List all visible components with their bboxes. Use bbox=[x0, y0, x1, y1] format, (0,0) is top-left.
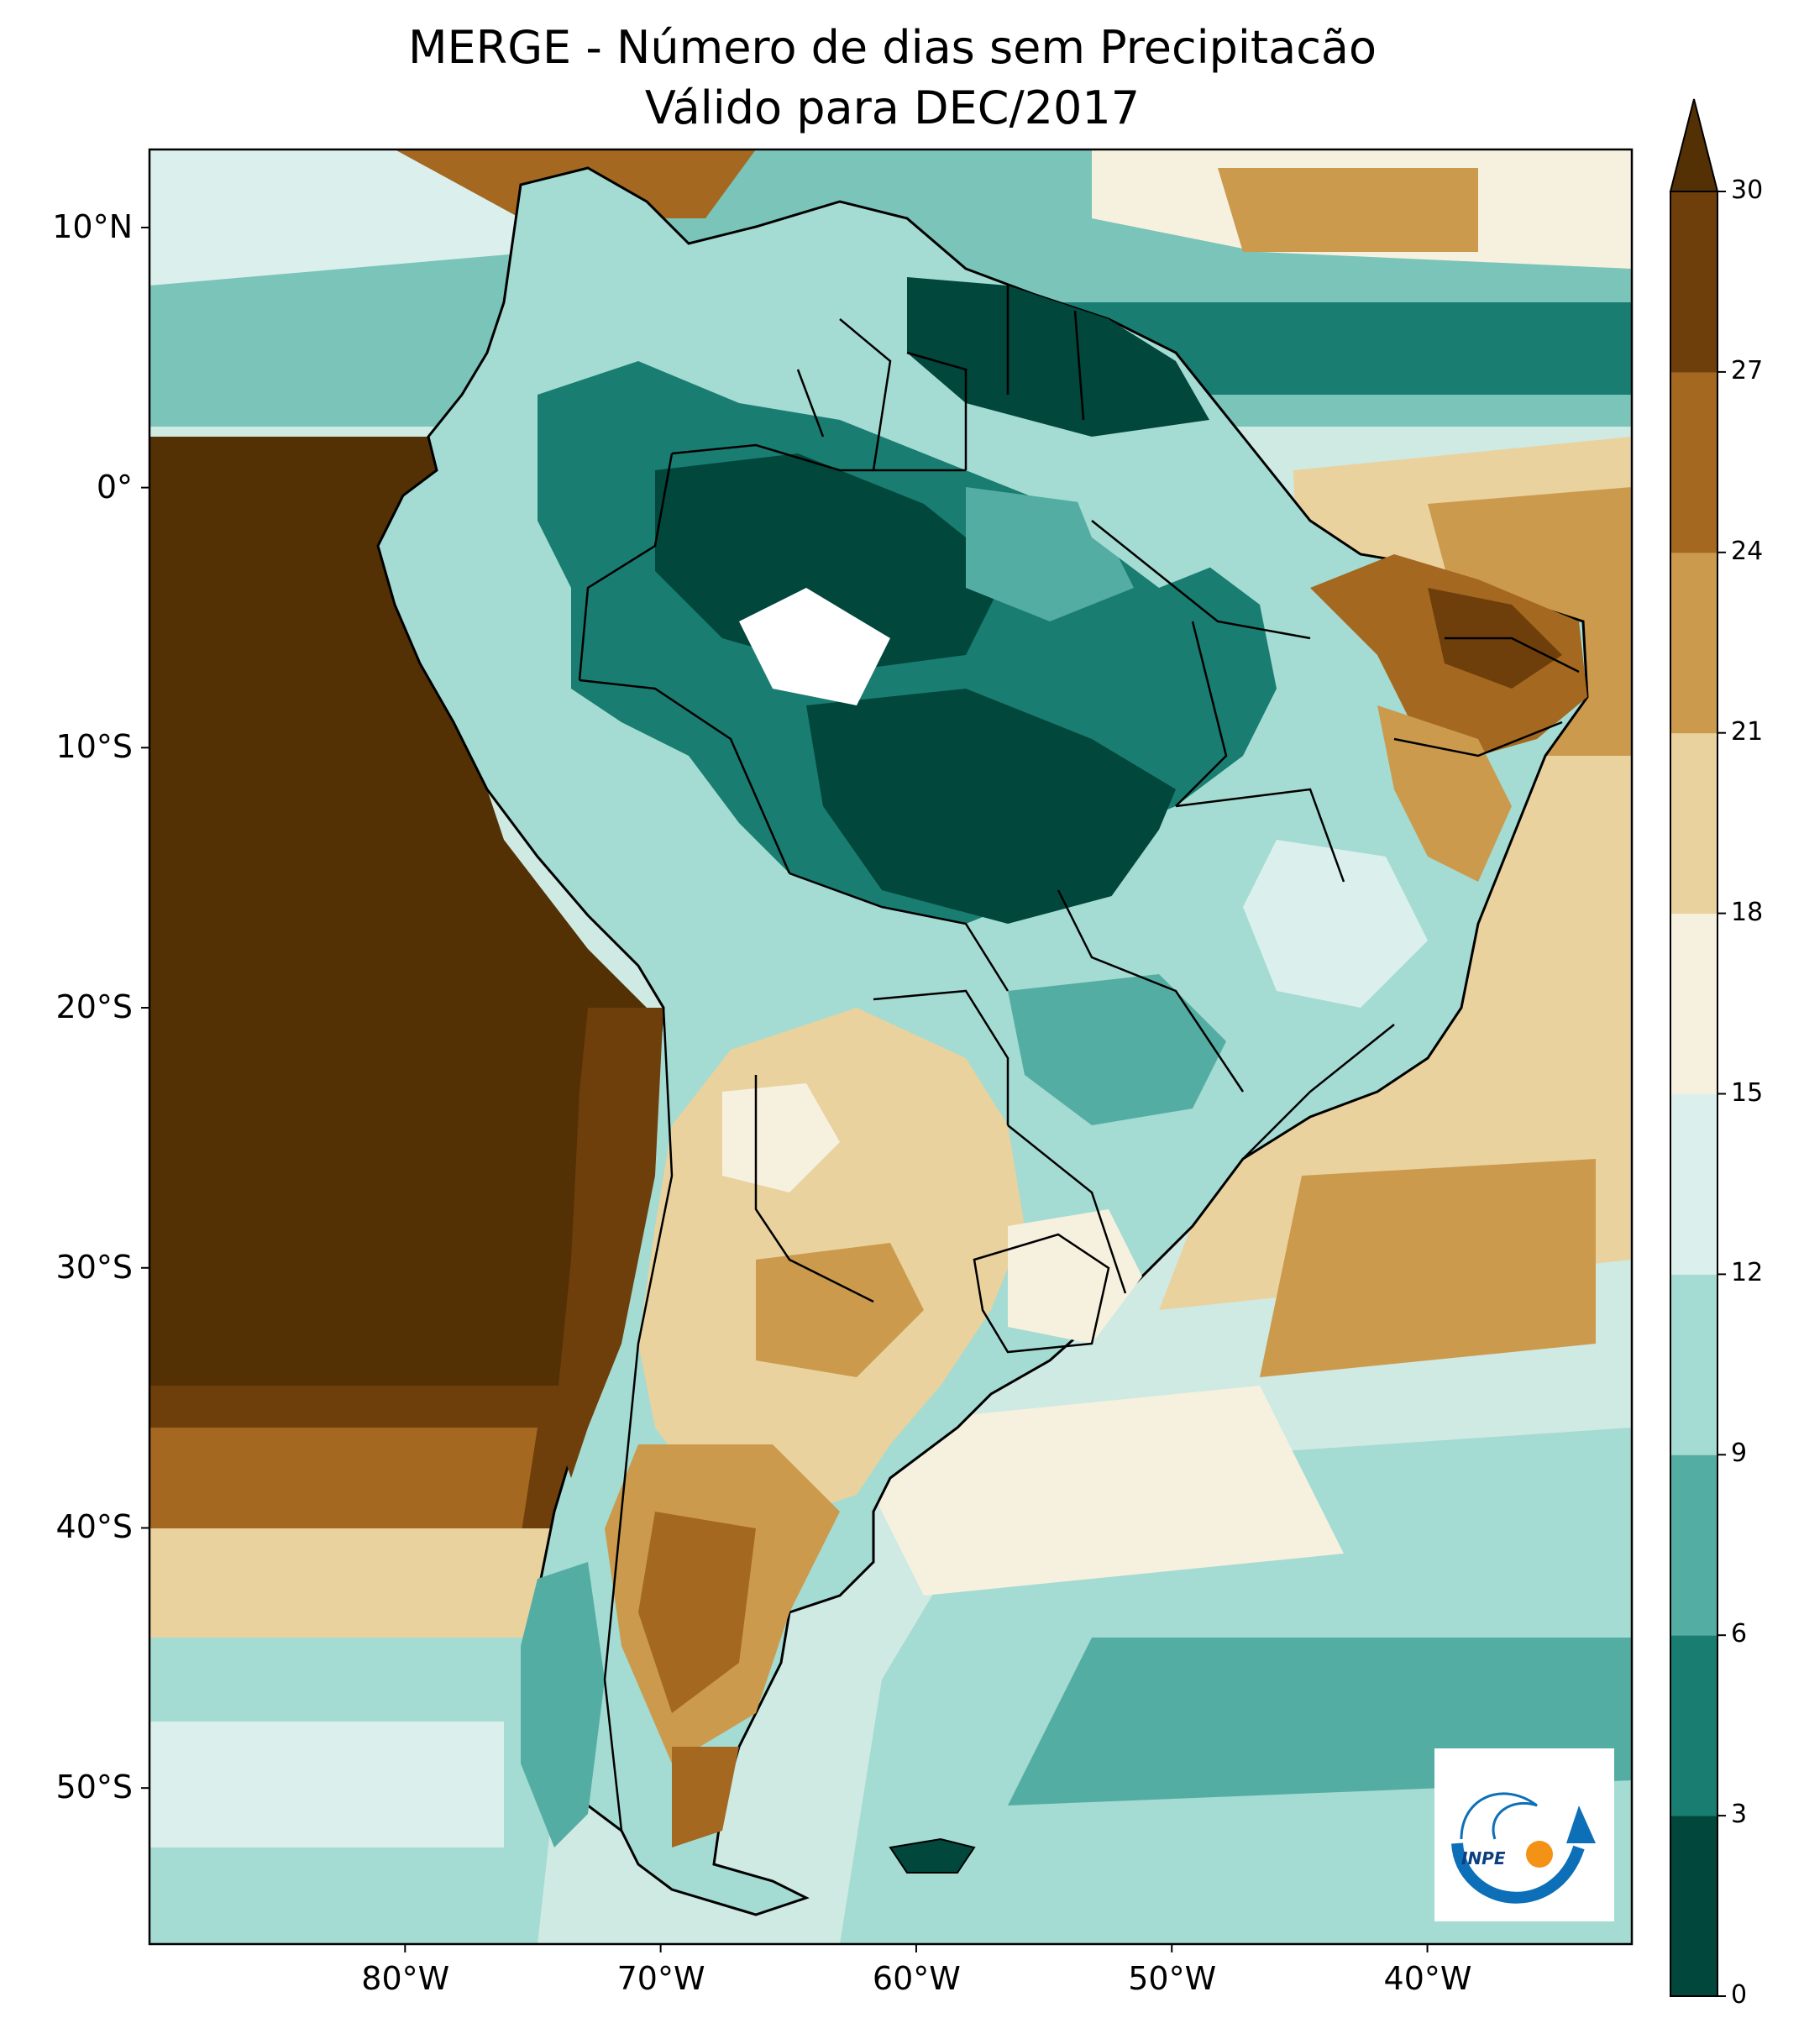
lat-tick-label: 40°S bbox=[55, 1508, 133, 1546]
lon-tick-label: 60°W bbox=[872, 1960, 961, 1997]
colorbar-tick-label: 24 bbox=[1731, 536, 1764, 566]
guianas-region bbox=[907, 277, 1209, 437]
lat-tick-label: 0° bbox=[96, 468, 133, 506]
colorbar-tick-label: 30 bbox=[1731, 176, 1764, 205]
lat-tick-label: 50°S bbox=[55, 1769, 133, 1806]
lat-tick-label: 20°S bbox=[55, 988, 133, 1026]
lon-tick-label: 70°W bbox=[616, 1960, 705, 1997]
colorbar-tick-label: 18 bbox=[1731, 897, 1764, 927]
inpe-logo: INPE bbox=[1434, 1748, 1614, 1921]
colorbar-tick-label: 12 bbox=[1731, 1258, 1764, 1288]
colorbar-segment bbox=[1670, 1816, 1717, 1997]
colorbar-extend-arrow bbox=[1669, 98, 1719, 192]
colorbar bbox=[1669, 98, 1726, 1997]
lon-tick-label: 80°W bbox=[361, 1960, 450, 1997]
colorbar-segment bbox=[1670, 1093, 1717, 1275]
colorbar-segment bbox=[1670, 913, 1717, 1094]
country-borders bbox=[578, 286, 1580, 1832]
colorbar-tick-label: 21 bbox=[1731, 716, 1764, 747]
falkland-islands bbox=[889, 1837, 976, 1874]
colorbar-segment bbox=[1670, 552, 1717, 734]
patagonia-west-region bbox=[521, 1562, 605, 1847]
map-subtitle: Válido para DEC/2017 bbox=[644, 81, 1141, 134]
map-area bbox=[149, 149, 1632, 1944]
pacific-region bbox=[149, 437, 647, 1528]
colorbar-segment bbox=[1670, 1635, 1717, 1816]
lat-tick-label: 30°S bbox=[55, 1248, 133, 1286]
colorbar-segment bbox=[1670, 371, 1717, 553]
colorbar-tick-label: 27 bbox=[1731, 355, 1764, 385]
lat-tick-label: 10°S bbox=[55, 728, 133, 766]
colorbar-segment bbox=[1670, 732, 1717, 915]
colorbar-segment bbox=[1670, 1274, 1717, 1455]
lat-tick-label: 10°N bbox=[52, 207, 133, 245]
inpe-logo-text: INPE bbox=[1461, 1848, 1506, 1868]
colorbar-tick-label: 3 bbox=[1731, 1800, 1748, 1830]
lon-tick-label: 40°W bbox=[1383, 1960, 1472, 1997]
chile-coast-region bbox=[554, 1008, 663, 1478]
lon-tick-label: 50°W bbox=[1128, 1960, 1217, 1997]
colorbar-tick-label: 6 bbox=[1731, 1619, 1748, 1649]
map-title: MERGE - Número de dias sem Precipitacão bbox=[407, 21, 1377, 74]
colorbar-segment bbox=[1670, 1454, 1717, 1636]
map-frame bbox=[148, 148, 1634, 1946]
colorbar-tick-label: 0 bbox=[1731, 1980, 1748, 2010]
colorbar-segment bbox=[1670, 191, 1717, 373]
colorbar-tick-label: 15 bbox=[1731, 1077, 1764, 1108]
colorbar-tick-label: 9 bbox=[1731, 1439, 1748, 1469]
